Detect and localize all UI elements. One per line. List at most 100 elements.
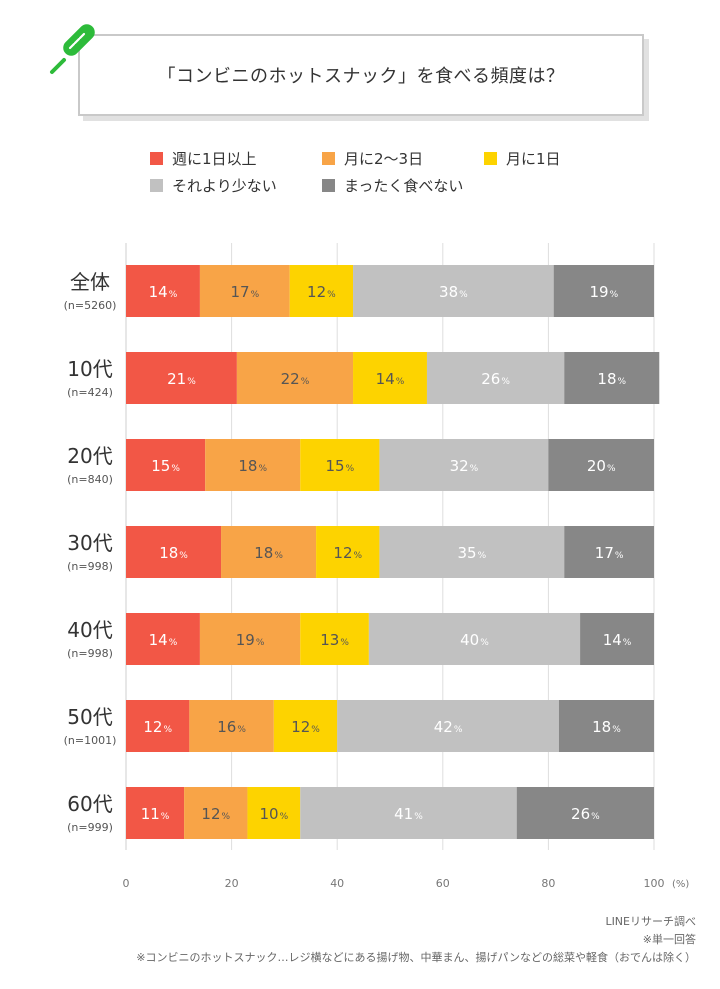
legend-label: 月に2〜3日 [344, 150, 424, 168]
category-n-label: (n=840) [67, 473, 113, 486]
legend-swatch [150, 152, 163, 165]
data-label: 26% [481, 370, 510, 388]
category-n-label: (n=998) [67, 647, 113, 660]
legend-item: まったく食べない [322, 175, 463, 196]
footer-note-single-answer: ※単一回答 [642, 933, 696, 946]
bar-segment [353, 352, 427, 404]
legend-swatch [322, 152, 335, 165]
category-n-label: (n=5260) [64, 299, 117, 312]
legend-item: それより少ない [150, 175, 277, 196]
category-n-label: (n=1001) [64, 734, 117, 747]
category-label: 30代 [67, 531, 112, 555]
title-box: 「コンビニのホットスナック」を食べる頻度は？ [78, 34, 644, 116]
legend-item: 月に2〜3日 [322, 148, 423, 169]
x-axis-unit: (%) [672, 879, 689, 890]
data-label: 18% [254, 544, 283, 562]
category-n-label: (n=998) [67, 560, 113, 573]
bar-segment [126, 439, 206, 491]
data-label: 26% [571, 805, 600, 823]
data-label: 14% [149, 631, 178, 649]
footer-source: LINEリサーチ調べ [605, 915, 696, 928]
bar-segment [300, 787, 517, 839]
legend-item: 月に1日 [484, 148, 561, 169]
legend-swatch [150, 179, 163, 192]
data-label: 16% [217, 718, 246, 736]
x-tick-label: 100 [644, 877, 665, 890]
data-label: 19% [590, 283, 619, 301]
bar-segment [126, 700, 190, 752]
category-label: 40代 [67, 618, 112, 642]
bar-segment [247, 787, 301, 839]
data-label: 13% [320, 631, 349, 649]
legend-swatch [322, 179, 335, 192]
legend-swatch [484, 152, 497, 165]
data-label: 14% [149, 283, 178, 301]
bar-segment [126, 265, 200, 317]
bar-segment [300, 439, 380, 491]
x-tick-label: 60 [436, 877, 450, 890]
data-label: 20% [587, 457, 616, 475]
x-tick-label: 0 [123, 877, 130, 890]
x-tick-label: 20 [225, 877, 239, 890]
bar-segment [300, 613, 369, 665]
data-label: 12% [143, 718, 172, 736]
data-label: 19% [236, 631, 265, 649]
data-label: 41% [394, 805, 423, 823]
bar-segment [184, 787, 248, 839]
data-label: 18% [597, 370, 626, 388]
legend-item: 週に1日以上 [150, 148, 257, 169]
bar-segment [564, 526, 654, 578]
bar-segment [126, 526, 222, 578]
data-label: 21% [167, 370, 196, 388]
chart-title: 「コンビニのホットスナック」を食べる頻度は？ [157, 66, 565, 87]
bar-segment [580, 613, 654, 665]
data-label: 18% [159, 544, 188, 562]
data-label: 15% [326, 457, 355, 475]
data-label: 22% [281, 370, 310, 388]
bar-segment [379, 526, 565, 578]
data-label: 11% [141, 805, 170, 823]
bar-segment [516, 787, 654, 839]
bar-segment [553, 265, 654, 317]
data-label: 42% [434, 718, 463, 736]
bar-segment [558, 700, 654, 752]
data-label: 32% [450, 457, 479, 475]
category-n-label: (n=424) [67, 386, 113, 399]
data-label: 15% [151, 457, 180, 475]
x-tick-label: 40 [330, 877, 344, 890]
bar-segment [199, 265, 290, 317]
bar-segment [205, 439, 301, 491]
category-label: 10代 [67, 357, 112, 381]
data-label: 17% [595, 544, 624, 562]
legend-label: まったく食べない [344, 177, 464, 195]
data-label: 14% [376, 370, 405, 388]
bar-segment [353, 265, 554, 317]
bar-segment [548, 439, 654, 491]
data-label: 35% [458, 544, 487, 562]
bar-segment [316, 526, 380, 578]
data-label: 14% [603, 631, 632, 649]
x-tick-label: 80 [541, 877, 555, 890]
category-label: 20代 [67, 444, 112, 468]
data-label: 12% [201, 805, 230, 823]
bar-segment [221, 526, 317, 578]
category-label: 60代 [67, 792, 112, 816]
bar-segment [337, 700, 559, 752]
data-label: 18% [592, 718, 621, 736]
footer-note-definition: ※コンビニのホットスナック…レジ横などにある揚げ物、中華まん、揚げパンなどの総菜… [136, 951, 696, 964]
bar-segment [126, 787, 185, 839]
data-label: 12% [333, 544, 362, 562]
category-n-label: (n=999) [67, 821, 113, 834]
data-label: 10% [260, 805, 289, 823]
bar-segment [564, 352, 660, 404]
hot-snack-skewer-icon [50, 24, 95, 74]
data-label: 18% [238, 457, 267, 475]
data-label: 12% [307, 283, 336, 301]
bar-segment [126, 352, 237, 404]
legend-label: それより少ない [172, 177, 277, 195]
legend-label: 月に1日 [506, 150, 561, 168]
data-label: 38% [439, 283, 468, 301]
bar-segment [199, 613, 301, 665]
legend-label: 週に1日以上 [172, 150, 257, 168]
